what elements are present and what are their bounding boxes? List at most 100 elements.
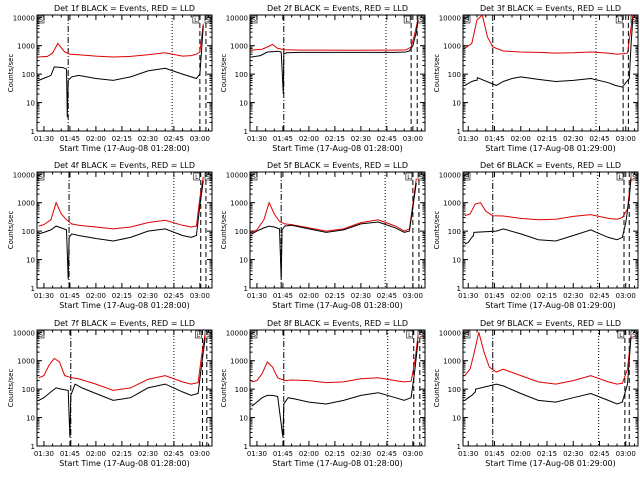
x-tick-label: 02:00 <box>299 135 319 143</box>
x-tick-label: 02:00 <box>86 135 106 143</box>
panel-1: Det 1f BLACK = Events, RED = LLD Start Ti… <box>7 4 213 153</box>
corner-label: L <box>619 332 623 339</box>
x-tick-label: 03:00 <box>616 450 636 458</box>
series-red-line <box>251 334 419 384</box>
panel-title: Det 9f BLACK = Events, RED = LLD <box>480 319 621 328</box>
series-black-line <box>38 25 204 118</box>
y-tick-label: 10000 <box>226 171 248 179</box>
series-red-line <box>464 332 632 385</box>
corner-box <box>204 15 212 24</box>
x-tick-label: 01:45 <box>484 135 504 143</box>
panel-8: Det 8f BLACK = Events, RED = LLD Start Ti… <box>220 319 426 468</box>
y-tick-label: 1 <box>457 443 461 451</box>
corner-box <box>463 330 471 339</box>
x-tick-label: 01:30 <box>34 135 54 143</box>
y-tick-label: 10000 <box>439 14 461 22</box>
plot-frame <box>249 14 426 132</box>
plot-frame <box>249 171 426 289</box>
plot-frame <box>36 329 213 447</box>
y-tick-label: 1 <box>457 285 461 293</box>
corner-label: S <box>419 174 423 181</box>
corner-label: S <box>465 17 469 24</box>
y-tick-label: 10000 <box>13 329 35 337</box>
corner-label: S <box>465 332 469 339</box>
x-tick-label: 01:45 <box>484 292 504 300</box>
y-tick-label: 100 <box>448 228 461 236</box>
series-black-line <box>251 182 417 280</box>
x-tick-label: 01:30 <box>458 292 478 300</box>
x-tick-label: 02:15 <box>325 292 345 300</box>
y-tick-label: 10 <box>452 257 461 265</box>
x-tick-label: 02:15 <box>537 450 557 458</box>
x-tick-label: 02:45 <box>164 135 184 143</box>
x-tick-label: 02:30 <box>563 450 583 458</box>
corner-box <box>192 15 200 24</box>
y-tick-label: 1000 <box>230 358 248 366</box>
y-tick-label: 10 <box>239 415 248 423</box>
y-tick-label: 1000 <box>443 358 461 366</box>
corner-label: S <box>206 17 210 24</box>
corner-label: S <box>632 17 636 24</box>
y-tick-label: 1000 <box>443 43 461 51</box>
series-red-line <box>38 176 204 230</box>
panel-title: Det 8f BLACK = Events, RED = LLD <box>267 319 408 328</box>
panel-9: Det 9f BLACK = Events, RED = LLD Start Ti… <box>433 319 639 468</box>
x-tick-label: 02:15 <box>112 450 132 458</box>
y-axis-label: Counts/sec <box>7 54 15 93</box>
x-tick-label: 01:30 <box>458 135 478 143</box>
x-tick-label: 02:45 <box>164 450 184 458</box>
x-axis-label: Start Time (17-Aug-08 01:29:00) <box>485 459 616 468</box>
series-red-line <box>251 178 417 233</box>
corner-label: S <box>252 332 256 339</box>
corner-label: S <box>419 17 423 24</box>
y-tick-label: 10 <box>26 257 35 265</box>
corner-box <box>417 172 425 181</box>
corner-box <box>406 330 414 339</box>
x-tick-label: 02:45 <box>377 135 397 143</box>
corner-box <box>417 330 425 339</box>
y-axis-label: Counts/sec <box>220 54 228 93</box>
series-red-line <box>251 18 419 51</box>
x-tick-label: 02:15 <box>112 135 132 143</box>
y-tick-label: 10 <box>452 415 461 423</box>
series-red-line <box>38 23 204 58</box>
panel-5: Det 5f BLACK = Events, RED = LLD Start Ti… <box>220 161 426 310</box>
corner-label: S <box>465 174 469 181</box>
y-tick-label: 10 <box>452 100 461 108</box>
corner-label: L <box>618 174 622 181</box>
x-tick-label: 02:00 <box>86 292 106 300</box>
y-tick-label: 1000 <box>230 43 248 51</box>
x-tick-label: 02:45 <box>589 135 609 143</box>
corner-box <box>37 172 45 181</box>
panel-3: Det 3f BLACK = Events, RED = LLD Start Ti… <box>433 4 639 153</box>
corner-label: L <box>408 332 412 339</box>
corner-box <box>463 172 471 181</box>
x-axis-label: Start Time (17-Aug-08 01:28:00) <box>59 301 190 310</box>
y-tick-label: 10000 <box>439 329 461 337</box>
series-red-line <box>464 176 632 221</box>
x-tick-label: 02:45 <box>164 292 184 300</box>
x-tick-label: 03:00 <box>403 450 423 458</box>
panel-title: Det 7f BLACK = Events, RED = LLD <box>54 319 195 328</box>
x-tick-label: 02:15 <box>537 135 557 143</box>
y-axis-label: Counts/sec <box>7 369 15 408</box>
corner-label: L <box>405 17 409 24</box>
series-black-line <box>251 340 419 438</box>
corner-label: S <box>252 17 256 24</box>
x-tick-label: 01:45 <box>273 450 293 458</box>
corner-box <box>193 172 201 181</box>
series-black-line <box>464 336 632 405</box>
y-tick-label: 1000 <box>17 200 35 208</box>
plot-frame <box>249 329 426 447</box>
x-tick-label: 02:30 <box>138 292 158 300</box>
y-tick-label: 10 <box>239 257 248 265</box>
corner-box <box>617 330 625 339</box>
corner-box <box>403 15 411 24</box>
x-tick-label: 01:45 <box>273 292 293 300</box>
y-tick-label: 100 <box>235 386 248 394</box>
corner-label: S <box>632 174 636 181</box>
x-tick-label: 02:30 <box>563 292 583 300</box>
x-tick-label: 02:00 <box>299 292 319 300</box>
y-tick-label: 1 <box>244 443 248 451</box>
